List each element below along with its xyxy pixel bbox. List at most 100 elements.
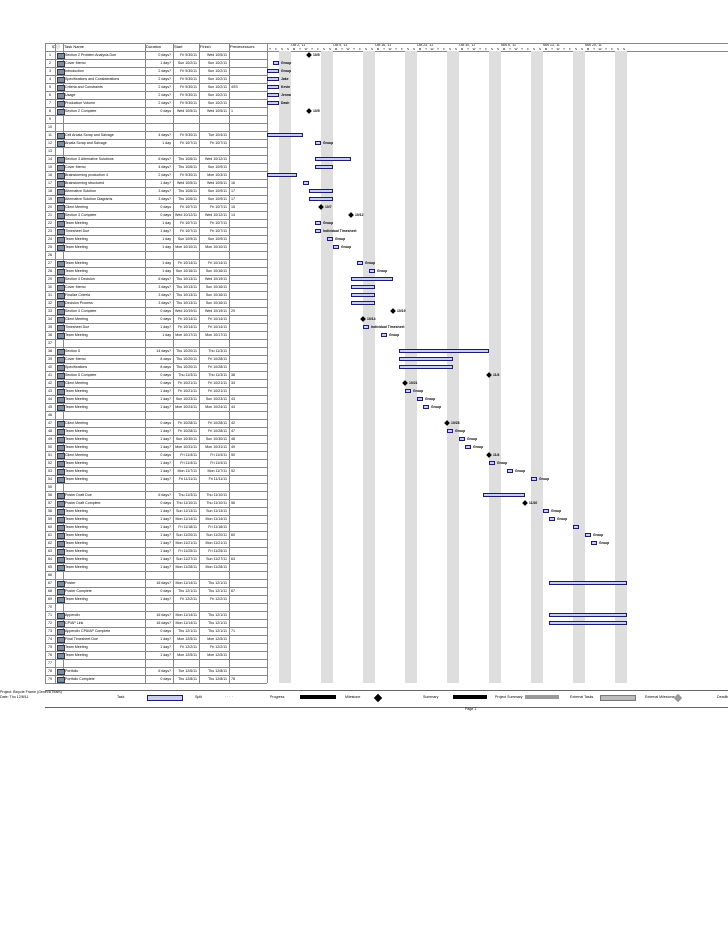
- task-bar[interactable]: [363, 325, 369, 329]
- task-name: Cover Memo: [65, 165, 86, 169]
- row-divider: [45, 643, 267, 644]
- task-bar[interactable]: [315, 229, 321, 233]
- task-id: 6: [49, 93, 51, 97]
- task-id: 22: [48, 221, 52, 225]
- task-bar[interactable]: [447, 429, 453, 433]
- task-bar[interactable]: [267, 101, 279, 105]
- row-divider: [45, 667, 267, 668]
- task-bar[interactable]: [267, 77, 279, 81]
- task-bar[interactable]: [489, 461, 495, 465]
- task-id: 36: [48, 333, 52, 337]
- task-bar[interactable]: [351, 293, 375, 297]
- task-bar[interactable]: [399, 365, 453, 369]
- task-bar[interactable]: [309, 197, 333, 201]
- task-finish: Fri 10/7/11: [210, 205, 227, 209]
- row-divider: [45, 603, 267, 604]
- task-bar[interactable]: [351, 301, 375, 305]
- row-divider: [45, 419, 267, 420]
- task-bar[interactable]: [549, 621, 627, 625]
- task-bar[interactable]: [303, 181, 309, 185]
- task-bar[interactable]: [333, 245, 339, 249]
- task-bar[interactable]: [507, 469, 513, 473]
- task-finish: Fri 10/21/11: [208, 389, 227, 393]
- task-bar[interactable]: [357, 261, 363, 265]
- legend-swatch: [300, 695, 336, 699]
- bar-label: Group: [557, 517, 568, 521]
- task-bar[interactable]: [459, 437, 465, 441]
- task-bar[interactable]: [399, 349, 489, 353]
- task-duration: 2 days?: [158, 77, 171, 81]
- bar-label: Kevin: [281, 85, 291, 89]
- task-name: Client Meeting: [65, 453, 88, 457]
- task-bar[interactable]: [483, 493, 525, 497]
- row-divider: [45, 635, 267, 636]
- task-finish: Sun 10/9/11: [207, 165, 227, 169]
- task-bar[interactable]: [315, 141, 321, 145]
- task-bar[interactable]: [369, 269, 375, 273]
- row-divider: [45, 515, 267, 516]
- task-duration: 1 day?: [160, 637, 171, 641]
- task-bar[interactable]: [405, 389, 411, 393]
- task-bar[interactable]: [315, 157, 351, 161]
- row-divider: [45, 627, 267, 628]
- row-divider: [45, 435, 267, 436]
- task-bar[interactable]: [549, 613, 627, 617]
- task-bar[interactable]: [591, 541, 597, 545]
- milestone-marker[interactable]: [522, 500, 528, 506]
- task-bar[interactable]: [267, 85, 279, 89]
- day-letter: W: [556, 47, 560, 51]
- task-type-icon: [57, 213, 65, 219]
- week-label: Oct 30, '11: [459, 43, 476, 47]
- milestone-marker[interactable]: [348, 212, 354, 218]
- task-bar[interactable]: [549, 517, 555, 521]
- task-bar[interactable]: [315, 165, 333, 169]
- task-bar[interactable]: [465, 445, 471, 449]
- milestone-marker[interactable]: [390, 308, 396, 314]
- task-predecessors: [231, 75, 265, 83]
- task-start: [175, 251, 197, 259]
- task-name: Team Meeting: [65, 221, 88, 225]
- legend-label: Progress: [270, 695, 285, 699]
- task-bar[interactable]: [267, 69, 279, 73]
- task-finish: Thu 12/8/11: [208, 677, 227, 681]
- task-predecessors: 67: [231, 589, 235, 593]
- task-predecessors: [231, 603, 265, 611]
- task-bar[interactable]: [399, 357, 453, 361]
- task-name: Timesheet Due: [65, 325, 90, 329]
- task-type-icon: [57, 157, 65, 163]
- task-duration: 2 days?: [158, 93, 171, 97]
- task-bar[interactable]: [417, 397, 423, 401]
- task-type-icon: [57, 301, 65, 307]
- task-bar[interactable]: [351, 285, 375, 289]
- task-duration: 1 day?: [160, 509, 171, 513]
- task-duration: 1 day: [162, 261, 171, 265]
- task-bar[interactable]: [549, 581, 627, 585]
- task-finish: [201, 659, 227, 667]
- task-bar[interactable]: [327, 237, 333, 241]
- task-finish: Tue 10/4/11: [208, 133, 227, 137]
- task-bar[interactable]: [381, 333, 387, 337]
- task-bar[interactable]: [267, 93, 279, 97]
- task-start: Fri 12/2/11: [180, 645, 197, 649]
- day-letter: F: [401, 47, 403, 51]
- row-divider: [45, 315, 267, 316]
- task-bar[interactable]: [315, 221, 321, 225]
- task-type-icon: [57, 613, 65, 619]
- task-bar[interactable]: [267, 173, 297, 177]
- task-bar[interactable]: [351, 277, 393, 281]
- task-predecessors: [231, 563, 265, 571]
- row-divider: [45, 107, 267, 108]
- task-bar[interactable]: [267, 133, 303, 137]
- task-finish: Fri 11/11/11: [208, 477, 227, 481]
- task-name: Section 4 Complete: [65, 309, 97, 313]
- legend-label: Task: [117, 695, 125, 699]
- task-bar[interactable]: [273, 61, 279, 65]
- milestone-marker[interactable]: [306, 52, 312, 58]
- task-bar[interactable]: [573, 525, 579, 529]
- task-bar[interactable]: [531, 477, 537, 481]
- task-bar[interactable]: [423, 405, 429, 409]
- task-bar[interactable]: [543, 509, 549, 513]
- milestone-marker[interactable]: [306, 108, 312, 114]
- task-bar[interactable]: [585, 533, 591, 537]
- task-bar[interactable]: [309, 189, 333, 193]
